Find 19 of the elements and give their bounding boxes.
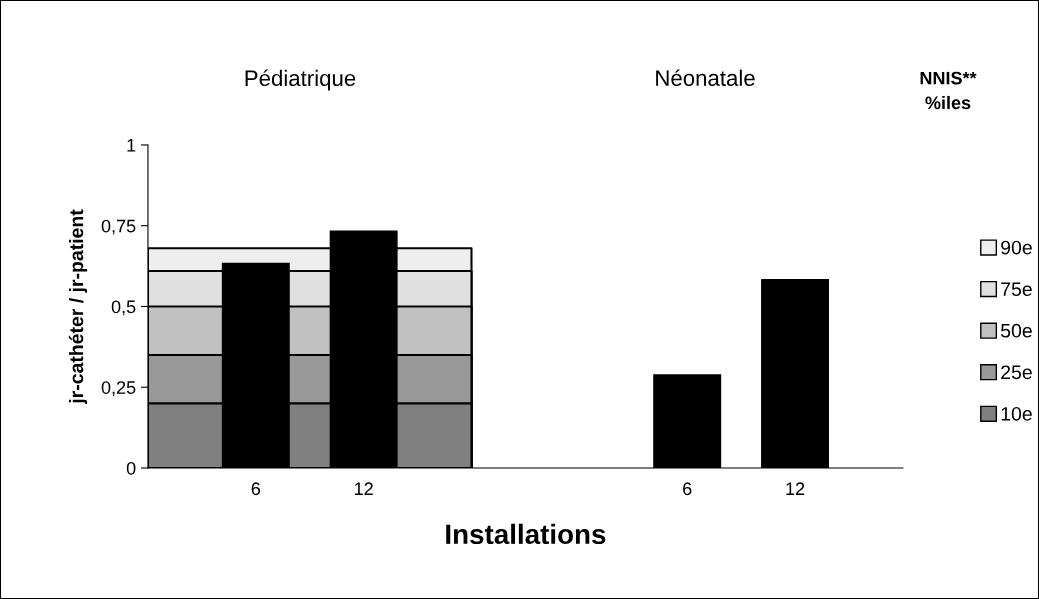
legend-label: 25e <box>1001 365 1032 380</box>
y-tick-label: 0,25 <box>101 381 136 397</box>
legend-label: 50e <box>1001 323 1032 338</box>
legend-label: 90e <box>1001 240 1032 255</box>
legend-title: NNIS** %iles <box>920 71 977 110</box>
x-tick-label: 12 <box>354 482 373 495</box>
text: Pédiatrique <box>245 69 356 91</box>
y-tick-label: 0,75 <box>101 219 136 235</box>
legend-label: 10e <box>1001 406 1032 421</box>
y-tick-label: 0,5 <box>111 300 136 316</box>
x-tick-label: 6 <box>683 482 692 496</box>
text: Néonatale <box>656 69 755 86</box>
y-tick-label: 0 <box>126 461 136 475</box>
legend-label: 75e <box>1001 282 1032 297</box>
x-tick-label: 12 <box>786 482 805 495</box>
x-tick-label: 6 <box>251 482 261 496</box>
y-axis-title: jr-cathéter / jr-patient <box>68 209 88 405</box>
y-tick-label: 1 <box>127 139 136 152</box>
x-axis-title: Installations <box>446 523 606 545</box>
